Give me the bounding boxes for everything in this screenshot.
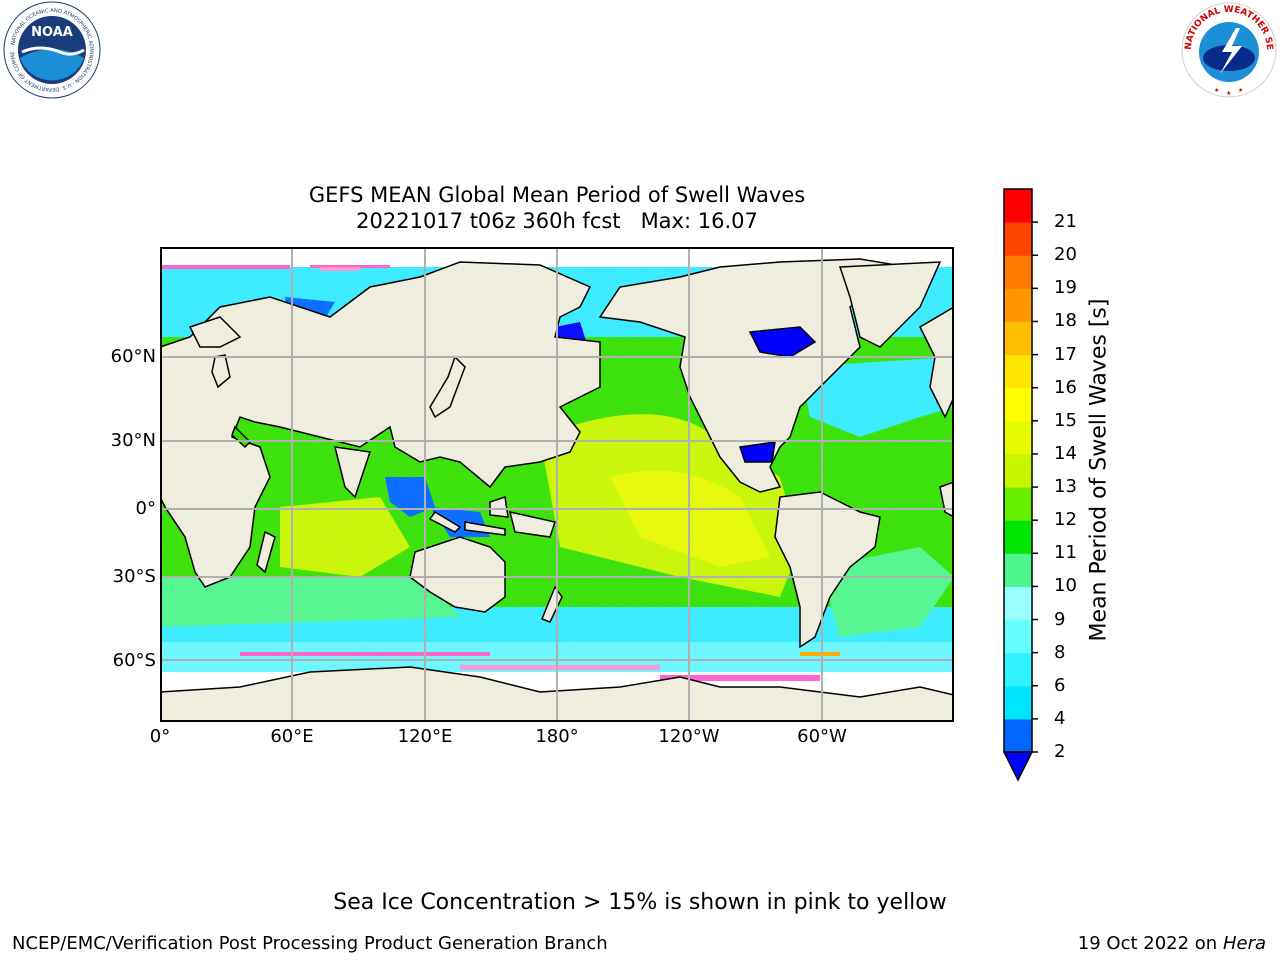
map-panel bbox=[160, 247, 954, 722]
footer-machine: Hera bbox=[1222, 933, 1266, 954]
sea-ice-fringe bbox=[160, 265, 840, 681]
colorbar-tick-label: 12 bbox=[1054, 509, 1077, 531]
colorbar-tick-label: 10 bbox=[1054, 575, 1077, 597]
colorbar-segment bbox=[1004, 685, 1032, 720]
colorbar bbox=[1000, 185, 1040, 785]
colorbar-segment bbox=[1004, 189, 1032, 223]
colorbar-segment bbox=[1004, 520, 1032, 554]
colorbar-tick-label: 2 bbox=[1054, 741, 1066, 762]
footer-date: 19 Oct 2022 on Hera bbox=[1078, 933, 1266, 954]
colorbar-tick-label: 18 bbox=[1054, 310, 1077, 332]
colorbar-tick-label: 15 bbox=[1054, 409, 1077, 431]
colorbar-segment bbox=[1004, 487, 1032, 521]
colorbar-tick-label: 16 bbox=[1054, 376, 1077, 398]
colorbar-tick-label: 19 bbox=[1054, 277, 1077, 299]
colorbar-segment bbox=[1004, 586, 1032, 621]
lat-label-eq: 0° bbox=[135, 498, 156, 519]
noaa-logo: NATIONAL OCEANIC AND ATMOSPHERIC ADMINIS… bbox=[0, 0, 104, 100]
colorbar-tick-label: 8 bbox=[1054, 641, 1066, 663]
map-title-line2: 20221017 t06z 360h fcst Max: 16.07 bbox=[356, 209, 758, 233]
colorbar-tick-label: 6 bbox=[1054, 674, 1066, 696]
lat-label-60s: 60°S bbox=[112, 650, 156, 671]
lon-label-180: 180° bbox=[535, 726, 579, 747]
colorbar-segment bbox=[1004, 255, 1032, 289]
lon-label-120e: 120°E bbox=[397, 726, 453, 747]
colorbar-frame bbox=[1003, 188, 1033, 753]
colorbar-segment bbox=[1004, 420, 1032, 455]
colorbar-tick-label: 17 bbox=[1054, 343, 1077, 365]
map-title: GEFS MEAN Global Mean Period of Swell Wa… bbox=[160, 182, 954, 234]
colorbar-tick-label: 4 bbox=[1054, 707, 1066, 729]
lon-label-120w: 120°W bbox=[658, 726, 720, 747]
footer-branch: NCEP/EMC/Verification Post Processing Pr… bbox=[12, 933, 608, 954]
lat-label-60n: 60°N bbox=[110, 346, 156, 367]
colorbar-segment bbox=[1004, 619, 1032, 654]
graticule bbox=[160, 247, 954, 722]
lon-label-60w: 60°W bbox=[797, 726, 847, 747]
map-title-line1: GEFS MEAN Global Mean Period of Swell Wa… bbox=[308, 183, 806, 207]
colorbar-segment bbox=[1004, 387, 1032, 422]
colorbar-tick-label: 11 bbox=[1054, 542, 1077, 564]
colorbar-segment bbox=[1004, 553, 1032, 587]
sea-ice-note: Sea Ice Concentration > 15% is shown in … bbox=[333, 890, 947, 915]
colorbar-tick-label: 14 bbox=[1054, 442, 1077, 464]
colorbar-segment bbox=[1004, 453, 1032, 488]
colorbar-segment bbox=[1004, 354, 1032, 389]
colorbar-tick-label: 13 bbox=[1054, 476, 1077, 498]
lon-label-60e: 60°E bbox=[270, 726, 314, 747]
lon-label-0: 0° bbox=[149, 726, 171, 747]
lat-label-30n: 30°N bbox=[110, 430, 156, 451]
map-svg bbox=[160, 247, 954, 722]
colorbar-tick-label: 21 bbox=[1054, 211, 1077, 233]
colorbar-segment bbox=[1004, 222, 1032, 256]
colorbar-segment bbox=[1004, 288, 1032, 322]
noaa-logo-text: NOAA bbox=[31, 25, 73, 40]
colorbar-segment bbox=[1004, 718, 1032, 753]
footer-date-text: 19 Oct 2022 on bbox=[1077, 933, 1223, 954]
colorbar-label: Mean Period of Swell Waves [s] bbox=[1086, 298, 1112, 642]
colorbar-extend-arrow bbox=[1002, 751, 1034, 782]
svg-text:★: ★ bbox=[1238, 87, 1243, 94]
colorbar-segment bbox=[1004, 321, 1032, 356]
colorbar-segment bbox=[1004, 652, 1032, 687]
lat-label-30s: 30°S bbox=[112, 566, 156, 587]
colorbar-tick-label: 20 bbox=[1054, 244, 1077, 266]
svg-text:★: ★ bbox=[1214, 87, 1219, 94]
map-frame bbox=[160, 247, 954, 722]
nws-logo: NATIONAL WEATHER SERVICE ★ ★ ★ bbox=[1175, 0, 1280, 100]
colorbar-svg bbox=[1002, 188, 1038, 782]
svg-text:★: ★ bbox=[1226, 90, 1231, 97]
colorbar-tick-label: 9 bbox=[1054, 608, 1066, 630]
